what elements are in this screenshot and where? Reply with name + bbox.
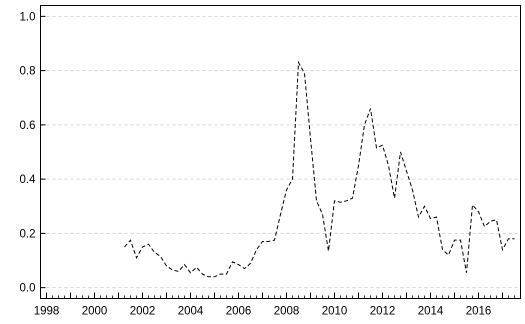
y-tick-label: 0.4 — [20, 174, 37, 186]
x-tick-label: 2004 — [178, 306, 204, 318]
series-line — [124, 60, 515, 278]
y-axis: 0.0 0.2 0.4 0.6 0.8 1.0 — [20, 11, 46, 295]
grid-lines — [40, 15, 521, 289]
y-tick-label: 0.0 — [20, 283, 36, 295]
x-tick-label: 2006 — [226, 306, 252, 318]
x-axis: 1998 2000 2002 2004 2006 2008 2010 2012 2014 2016 — [34, 292, 521, 318]
x-tick-label: 2002 — [130, 306, 156, 318]
y-tick-label: 1.0 — [20, 11, 36, 23]
plot-frame — [40, 5, 521, 299]
x-tick-label: 2012 — [370, 306, 396, 318]
x-tick-label: 2016 — [466, 306, 492, 318]
x-tick-label: 2014 — [418, 306, 444, 318]
y-tick-label: 0.6 — [20, 120, 36, 132]
x-tick-label: 1998 — [34, 306, 60, 318]
x-tick-label: 2010 — [322, 306, 348, 318]
x-tick-label: 2008 — [274, 306, 300, 318]
x-tick-label: 2000 — [82, 306, 108, 318]
y-tick-label: 0.2 — [20, 228, 36, 240]
y-tick-label: 0.8 — [20, 66, 36, 78]
